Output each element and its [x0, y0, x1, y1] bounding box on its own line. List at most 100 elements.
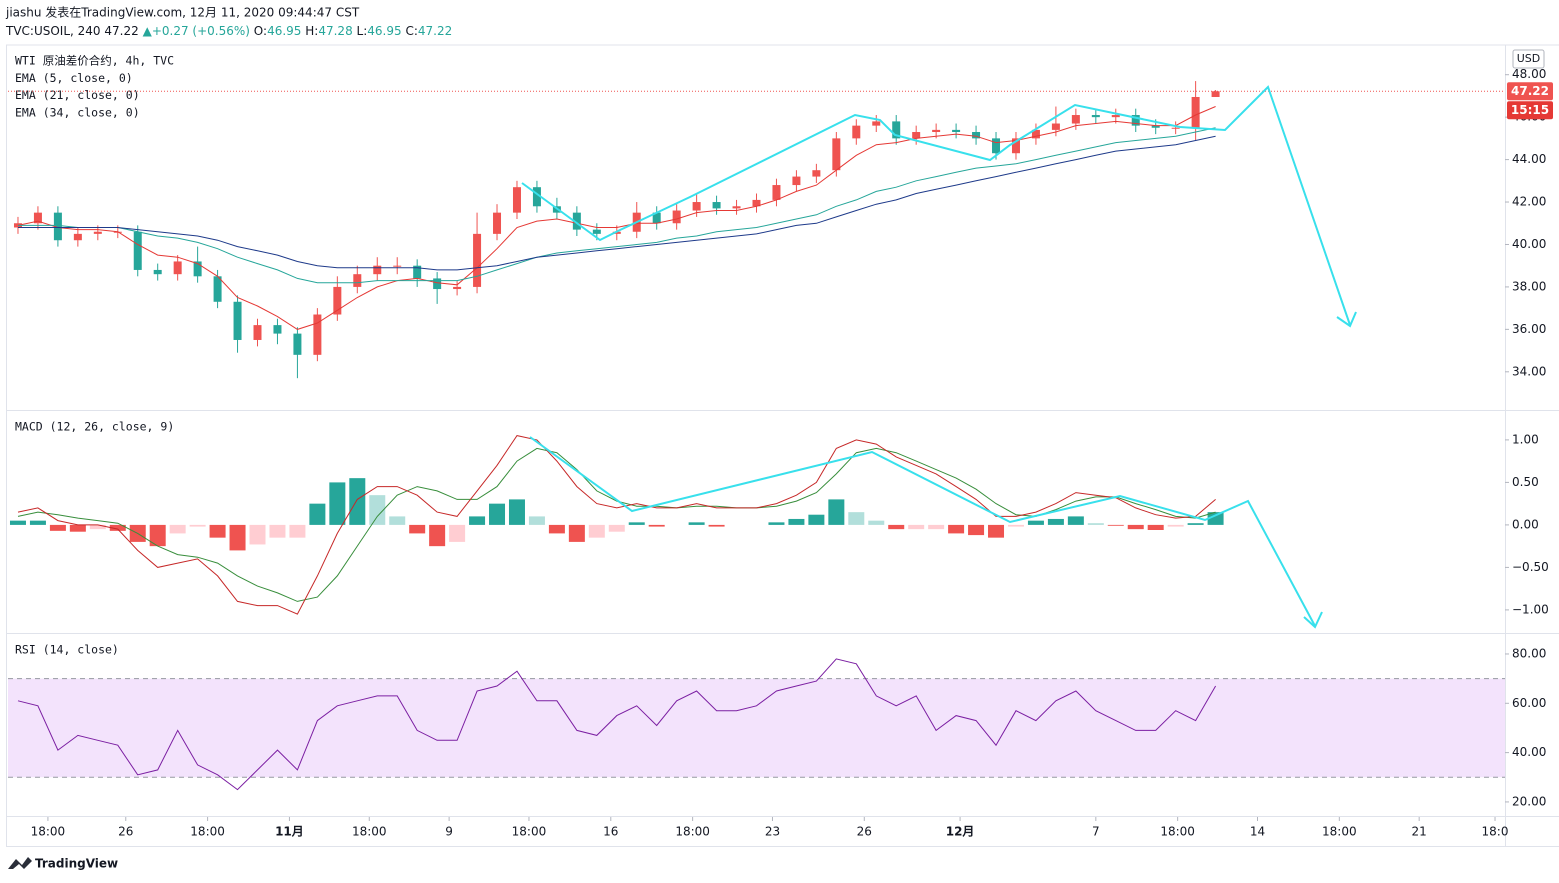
x-tick-label: 18:00: [1322, 825, 1357, 839]
candle-body: [872, 121, 881, 126]
logo-icon: [8, 857, 32, 869]
histogram-bar: [1027, 520, 1044, 525]
pane-title: WTI 原油差价合约, 4h, TVC: [15, 54, 174, 68]
candle-body: [33, 212, 42, 224]
x-tick-label: 26: [118, 825, 133, 839]
candle-body: [932, 129, 941, 133]
histogram-bar: [349, 478, 366, 525]
y-tick-label: 36.00: [1512, 322, 1546, 336]
y-tick-label: 48.00: [1512, 67, 1546, 81]
candle-body: [213, 276, 222, 302]
histogram-bar: [289, 524, 306, 538]
histogram-bar: [269, 524, 286, 538]
ohlc-label: O:: [254, 24, 267, 38]
currency-label: USD: [1517, 52, 1541, 65]
candle-body: [13, 223, 22, 228]
last-price: 47.22: [104, 24, 138, 38]
x-tick-label: 18:0: [1482, 825, 1509, 839]
y-tick-label: 44.00: [1512, 152, 1546, 166]
ohlc-value: 47.28: [318, 24, 352, 38]
candle-body: [832, 138, 841, 171]
histogram-bar: [209, 524, 226, 538]
candle-body: [992, 138, 1001, 154]
histogram-bar: [848, 512, 865, 525]
candle-body: [353, 274, 362, 287]
x-tick-label: 11月: [275, 825, 304, 839]
rsi-line: [17, 658, 1217, 791]
y-tick-label: 20.00: [1512, 794, 1546, 808]
histogram-bar: [628, 522, 645, 525]
candle-body: [153, 269, 162, 275]
candle-body: [692, 202, 701, 211]
histogram-bar: [489, 503, 506, 525]
candle-body: [1011, 138, 1020, 154]
y-tick-label: 0.50: [1512, 475, 1539, 489]
ema-line: [18, 127, 1216, 284]
histogram-bar: [229, 524, 246, 551]
candle-body: [193, 261, 202, 277]
histogram-bar: [109, 524, 126, 531]
histogram-bar: [29, 520, 46, 525]
currency-box: [1512, 49, 1545, 69]
candle-body: [493, 212, 502, 234]
histogram-bar: [868, 520, 885, 525]
candle-body: [912, 132, 921, 139]
histogram-bar: [9, 520, 26, 525]
candle-body: [1031, 129, 1040, 139]
candle-body: [133, 231, 142, 270]
histogram-bar: [1007, 524, 1024, 527]
candle-body: [612, 231, 621, 234]
candle-body: [512, 187, 521, 213]
histogram-bar: [788, 518, 805, 525]
histogram-bar: [249, 524, 266, 545]
histogram-bar: [449, 524, 466, 542]
histogram-bar: [429, 524, 446, 547]
histogram-bar: [588, 524, 605, 538]
histogram-bar: [389, 516, 406, 525]
histogram-bar: [928, 524, 945, 530]
x-tick-label: 23: [765, 825, 780, 839]
x-tick-label: 18:00: [190, 825, 225, 839]
histogram-bar: [189, 524, 206, 527]
x-tick-label: 12月: [946, 825, 975, 839]
candle-body: [273, 325, 282, 334]
arrow-head: [1303, 611, 1323, 629]
y-tick-label: 1.00: [1512, 432, 1539, 446]
ohlc-value: 47.22: [418, 24, 452, 38]
candle-body: [1191, 96, 1200, 128]
histogram-bar: [608, 524, 625, 532]
candle-body: [1111, 115, 1120, 118]
x-tick-label: 14: [1250, 825, 1265, 839]
ohlc-label: C:: [405, 24, 417, 38]
y-tick-label: 40.00: [1512, 745, 1546, 759]
candle-body: [952, 129, 961, 133]
candle-body: [672, 210, 681, 224]
candle-body: [1071, 115, 1080, 124]
candle-body: [812, 170, 821, 177]
candle-body: [712, 202, 721, 209]
histogram-bar: [688, 522, 705, 525]
candle-body: [792, 176, 801, 186]
candle-body: [1091, 115, 1100, 118]
x-tick-label: 26: [857, 825, 872, 839]
histogram-bar: [548, 524, 565, 534]
candle-body: [473, 233, 482, 287]
histogram-bar: [49, 524, 66, 531]
ohlc-value: 46.95: [367, 24, 401, 38]
histogram-bar: [409, 524, 426, 534]
histogram-bar: [329, 482, 346, 525]
macd-line: [17, 435, 1216, 615]
histogram-bar: [1187, 523, 1204, 525]
histogram-bar: [149, 524, 166, 547]
histogram-bar: [568, 524, 585, 542]
macd-drawing: [529, 436, 1316, 627]
histogram-bar: [988, 524, 1005, 538]
arrow-head: [1336, 311, 1357, 328]
candle-body: [1211, 91, 1220, 97]
footer-brand: TradingView: [35, 857, 118, 871]
histogram-bar: [1147, 524, 1164, 530]
pane-title: RSI (14, close): [15, 643, 119, 657]
histogram-bar: [808, 514, 825, 525]
legend-entry: EMA (21, close, 0): [15, 88, 140, 102]
trend-drawing: [521, 85, 1351, 326]
